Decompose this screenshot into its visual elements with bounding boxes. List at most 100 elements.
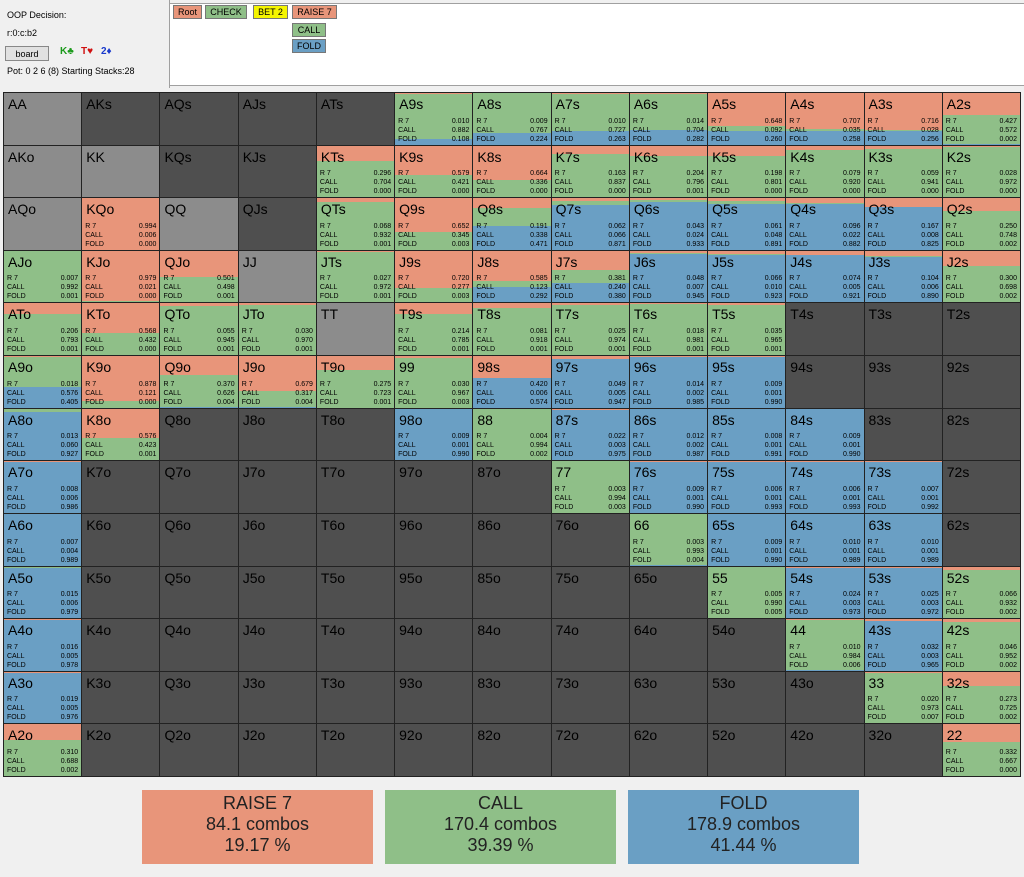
hand-cell-kts[interactable]: KTs R 7 0.296 CALL 0.704 FOLD 0.000	[317, 146, 394, 198]
hand-cell-aks[interactable]: AKs	[82, 93, 159, 145]
hand-cell-q6o[interactable]: Q6o	[160, 514, 237, 566]
hand-cell-87s[interactable]: 87s R 7 0.022 CALL 0.003 FOLD 0.975	[552, 409, 629, 461]
hand-cell-54s[interactable]: 54s R 7 0.024 CALL 0.003 FOLD 0.973	[786, 567, 863, 619]
hand-cell-86s[interactable]: 86s R 7 0.012 CALL 0.002 FOLD 0.987	[630, 409, 707, 461]
tree-node-call[interactable]: CALL	[292, 23, 326, 37]
hand-cell-66[interactable]: 66 R 7 0.003 CALL 0.993 FOLD 0.004	[630, 514, 707, 566]
hand-cell-72o[interactable]: 72o	[552, 724, 629, 776]
hand-cell-kk[interactable]: KK	[82, 146, 159, 198]
hand-cell-53o[interactable]: 53o	[708, 672, 785, 724]
hand-cell-qq[interactable]: QQ	[160, 198, 237, 250]
hand-cell-q9s[interactable]: Q9s R 7 0.652 CALL 0.345 FOLD 0.003	[395, 198, 472, 250]
hand-cell-j3o[interactable]: J3o	[239, 672, 316, 724]
hand-cell-j9o[interactable]: J9o R 7 0.679 CALL 0.317 FOLD 0.004	[239, 356, 316, 408]
hand-cell-ajs[interactable]: AJs	[239, 93, 316, 145]
hand-cell-kqo[interactable]: KQo R 7 0.994 CALL 0.006 FOLD 0.000	[82, 198, 159, 250]
hand-cell-t5o[interactable]: T5o	[317, 567, 394, 619]
hand-cell-t7s[interactable]: T7s R 7 0.025 CALL 0.974 FOLD 0.001	[552, 303, 629, 355]
hand-cell-a2s[interactable]: A2s R 7 0.427 CALL 0.572 FOLD 0.002	[943, 93, 1020, 145]
hand-cell-a2o[interactable]: A2o R 7 0.310 CALL 0.688 FOLD 0.002	[4, 724, 81, 776]
tree-node-raise[interactable]: RAISE 7	[292, 5, 337, 19]
tree-node-root[interactable]: Root	[173, 5, 202, 19]
hand-cell-65s[interactable]: 65s R 7 0.009 CALL 0.001 FOLD 0.990	[708, 514, 785, 566]
tree-node-fold[interactable]: FOLD	[292, 39, 326, 53]
hand-cell-k5s[interactable]: K5s R 7 0.198 CALL 0.801 FOLD 0.000	[708, 146, 785, 198]
hand-cell-95s[interactable]: 95s R 7 0.009 CALL 0.001 FOLD 0.990	[708, 356, 785, 408]
hand-cell-qjo[interactable]: QJo R 7 0.501 CALL 0.498 FOLD 0.001	[160, 251, 237, 303]
hand-cell-j7s[interactable]: J7s R 7 0.381 CALL 0.240 FOLD 0.380	[552, 251, 629, 303]
hand-cell-a3o[interactable]: A3o R 7 0.019 CALL 0.005 FOLD 0.976	[4, 672, 81, 724]
hand-cell-77[interactable]: 77 R 7 0.003 CALL 0.994 FOLD 0.003	[552, 461, 629, 513]
hand-cell-92s[interactable]: 92s	[943, 356, 1020, 408]
hand-cell-k4o[interactable]: K4o	[82, 619, 159, 671]
hand-cell-jts[interactable]: JTs R 7 0.027 CALL 0.972 FOLD 0.001	[317, 251, 394, 303]
hand-cell-83s[interactable]: 83s	[865, 409, 942, 461]
hand-cell-a5o[interactable]: A5o R 7 0.015 CALL 0.006 FOLD 0.979	[4, 567, 81, 619]
hand-cell-a4o[interactable]: A4o R 7 0.016 CALL 0.005 FOLD 0.978	[4, 619, 81, 671]
hand-cell-q3s[interactable]: Q3s R 7 0.167 CALL 0.008 FOLD 0.825	[865, 198, 942, 250]
hand-cell-k6o[interactable]: K6o	[82, 514, 159, 566]
hand-cell-q6s[interactable]: Q6s R 7 0.043 CALL 0.024 FOLD 0.933	[630, 198, 707, 250]
hand-cell-54o[interactable]: 54o	[708, 619, 785, 671]
hand-cell-82o[interactable]: 82o	[473, 724, 550, 776]
hand-cell-88[interactable]: 88 R 7 0.004 CALL 0.994 FOLD 0.002	[473, 409, 550, 461]
hand-cell-k7o[interactable]: K7o	[82, 461, 159, 513]
hand-cell-a8s[interactable]: A8s R 7 0.009 CALL 0.767 FOLD 0.224	[473, 93, 550, 145]
hand-cell-t9o[interactable]: T9o R 7 0.275 CALL 0.723 FOLD 0.001	[317, 356, 394, 408]
hand-cell-kjs[interactable]: KJs	[239, 146, 316, 198]
hand-cell-qts[interactable]: QTs R 7 0.068 CALL 0.932 FOLD 0.001	[317, 198, 394, 250]
tree-node-bet[interactable]: BET 2	[253, 5, 288, 19]
hand-cell-84o[interactable]: 84o	[473, 619, 550, 671]
hand-cell-a5s[interactable]: A5s R 7 0.648 CALL 0.092 FOLD 0.260	[708, 93, 785, 145]
hand-cell-53s[interactable]: 53s R 7 0.025 CALL 0.003 FOLD 0.972	[865, 567, 942, 619]
hand-cell-t2s[interactable]: T2s	[943, 303, 1020, 355]
hand-cell-j4o[interactable]: J4o	[239, 619, 316, 671]
hand-cell-j2o[interactable]: J2o	[239, 724, 316, 776]
hand-cell-82s[interactable]: 82s	[943, 409, 1020, 461]
hand-cell-t7o[interactable]: T7o	[317, 461, 394, 513]
hand-cell-a7s[interactable]: A7s R 7 0.010 CALL 0.727 FOLD 0.263	[552, 93, 629, 145]
hand-cell-k8o[interactable]: K8o R 7 0.576 CALL 0.423 FOLD 0.001	[82, 409, 159, 461]
hand-cell-jj[interactable]: JJ	[239, 251, 316, 303]
hand-cell-98o[interactable]: 98o R 7 0.009 CALL 0.001 FOLD 0.990	[395, 409, 472, 461]
hand-cell-43s[interactable]: 43s R 7 0.032 CALL 0.003 FOLD 0.965	[865, 619, 942, 671]
hand-cell-73s[interactable]: 73s R 7 0.007 CALL 0.001 FOLD 0.992	[865, 461, 942, 513]
hand-cell-97s[interactable]: 97s R 7 0.049 CALL 0.005 FOLD 0.947	[552, 356, 629, 408]
hand-cell-22[interactable]: 22 R 7 0.332 CALL 0.667 FOLD 0.000	[943, 724, 1020, 776]
hand-cell-j8s[interactable]: J8s R 7 0.585 CALL 0.123 FOLD 0.292	[473, 251, 550, 303]
hand-cell-64o[interactable]: 64o	[630, 619, 707, 671]
hand-cell-a6o[interactable]: A6o R 7 0.007 CALL 0.004 FOLD 0.989	[4, 514, 81, 566]
hand-cell-65o[interactable]: 65o	[630, 567, 707, 619]
hand-cell-a9o[interactable]: A9o R 7 0.018 CALL 0.576 FOLD 0.405	[4, 356, 81, 408]
hand-cell-kto[interactable]: KTo R 7 0.568 CALL 0.432 FOLD 0.000	[82, 303, 159, 355]
hand-cell-jto[interactable]: JTo R 7 0.030 CALL 0.970 FOLD 0.001	[239, 303, 316, 355]
hand-cell-74o[interactable]: 74o	[552, 619, 629, 671]
hand-cell-j3s[interactable]: J3s R 7 0.104 CALL 0.006 FOLD 0.890	[865, 251, 942, 303]
hand-cell-t3o[interactable]: T3o	[317, 672, 394, 724]
hand-cell-qjs[interactable]: QJs	[239, 198, 316, 250]
hand-cell-aa[interactable]: AA	[4, 93, 81, 145]
hand-cell-52o[interactable]: 52o	[708, 724, 785, 776]
hand-cell-k9s[interactable]: K9s R 7 0.579 CALL 0.421 FOLD 0.000	[395, 146, 472, 198]
hand-cell-j6o[interactable]: J6o	[239, 514, 316, 566]
hand-cell-95o[interactable]: 95o	[395, 567, 472, 619]
hand-cell-86o[interactable]: 86o	[473, 514, 550, 566]
hand-cell-k2s[interactable]: K2s R 7 0.028 CALL 0.972 FOLD 0.000	[943, 146, 1020, 198]
hand-cell-j8o[interactable]: J8o	[239, 409, 316, 461]
hand-cell-63o[interactable]: 63o	[630, 672, 707, 724]
hand-cell-k4s[interactable]: K4s R 7 0.079 CALL 0.920 FOLD 0.000	[786, 146, 863, 198]
hand-cell-99[interactable]: 99 R 7 0.030 CALL 0.967 FOLD 0.003	[395, 356, 472, 408]
hand-cell-ats[interactable]: ATs	[317, 93, 394, 145]
hand-cell-87o[interactable]: 87o	[473, 461, 550, 513]
hand-cell-73o[interactable]: 73o	[552, 672, 629, 724]
hand-cell-k3s[interactable]: K3s R 7 0.059 CALL 0.941 FOLD 0.000	[865, 146, 942, 198]
hand-cell-93o[interactable]: 93o	[395, 672, 472, 724]
hand-cell-q8o[interactable]: Q8o	[160, 409, 237, 461]
hand-cell-j4s[interactable]: J4s R 7 0.074 CALL 0.005 FOLD 0.921	[786, 251, 863, 303]
hand-cell-kqs[interactable]: KQs	[160, 146, 237, 198]
hand-cell-74s[interactable]: 74s R 7 0.006 CALL 0.001 FOLD 0.993	[786, 461, 863, 513]
hand-cell-q5s[interactable]: Q5s R 7 0.061 CALL 0.048 FOLD 0.891	[708, 198, 785, 250]
hand-cell-t8s[interactable]: T8s R 7 0.081 CALL 0.918 FOLD 0.001	[473, 303, 550, 355]
hand-cell-t6o[interactable]: T6o	[317, 514, 394, 566]
hand-cell-ato[interactable]: ATo R 7 0.206 CALL 0.793 FOLD 0.001	[4, 303, 81, 355]
